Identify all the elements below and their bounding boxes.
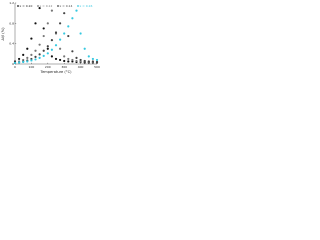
data-point	[13, 61, 17, 65]
data-point	[87, 55, 90, 58]
data-point	[46, 47, 49, 50]
x-tick-label: 200	[45, 65, 51, 69]
x-tick-label: 100	[29, 65, 35, 69]
data-point	[50, 39, 54, 42]
data-point	[30, 57, 33, 61]
data-point	[67, 57, 70, 61]
data-point	[22, 60, 25, 64]
x-axis-label: Temperature (°C)	[39, 70, 72, 74]
legend-label: x = 0.12	[40, 4, 53, 8]
data-point	[71, 60, 74, 63]
data-point	[95, 58, 99, 62]
data-point	[50, 48, 54, 51]
data-point	[38, 56, 41, 60]
data-point	[26, 47, 29, 50]
legend-marker	[17, 5, 19, 7]
data-point	[59, 38, 62, 41]
data-point	[63, 12, 66, 15]
data-point	[34, 49, 37, 52]
x-tick-label: 300	[61, 65, 67, 69]
data-point	[54, 44, 58, 47]
page: {"chart_data": {"type": "line", "x_label…	[0, 0, 100, 76]
data-point	[67, 60, 70, 63]
data-point	[79, 58, 82, 62]
data-point	[34, 22, 37, 25]
data-point	[63, 55, 66, 58]
data-point	[22, 53, 25, 56]
data-point	[71, 50, 74, 53]
data-point	[46, 22, 49, 25]
data-point	[42, 27, 45, 30]
data-point	[26, 56, 29, 60]
data-point	[46, 52, 49, 55]
legend-marker	[77, 5, 79, 7]
data-point	[38, 43, 41, 46]
x-tick-label: 400	[78, 65, 84, 69]
data-point	[87, 60, 90, 63]
data-point	[26, 60, 29, 63]
data-point	[83, 59, 86, 63]
data-point	[75, 59, 78, 63]
data-point	[71, 58, 74, 62]
data-point	[34, 58, 37, 61]
data-point	[63, 32, 66, 35]
data-point	[59, 22, 62, 25]
legend-label: x = 0.10	[20, 4, 33, 8]
legend-marker	[57, 5, 59, 7]
x-tick-label: 0	[14, 65, 16, 69]
legend-label: x = 0.14	[60, 4, 73, 8]
y-tick-label: 1.2	[9, 1, 14, 5]
data-point	[83, 47, 86, 50]
data-point	[54, 57, 58, 61]
data-point	[30, 59, 33, 62]
data-point	[30, 53, 33, 56]
data-point	[95, 60, 99, 64]
data-point	[18, 57, 21, 61]
data-point	[59, 58, 62, 62]
y-axis-label: Δl/l (%)	[1, 27, 5, 41]
data-point	[79, 32, 82, 35]
data-point	[42, 49, 45, 52]
data-point	[54, 31, 58, 34]
y-tick-label: 0.4	[9, 42, 14, 46]
legend-marker	[37, 5, 39, 7]
data-point	[34, 55, 37, 58]
data-point	[30, 37, 33, 40]
data-point	[22, 58, 25, 62]
data-point	[63, 59, 66, 63]
data-point	[38, 6, 41, 10]
data-point	[59, 47, 62, 50]
y-tick-label: 0.8	[9, 21, 14, 25]
x-tick-label: 500	[94, 65, 100, 69]
data-point	[91, 57, 94, 61]
data-point	[75, 9, 78, 12]
data-point	[67, 25, 70, 28]
data-point	[42, 54, 45, 57]
data-point	[75, 56, 78, 60]
data-point	[67, 34, 70, 38]
chart: Temperature (°C) Δl/l (%) 0 100 200 300 400 5…	[1, 1, 100, 74]
data-point	[91, 60, 94, 63]
data-point	[42, 34, 45, 38]
data-point	[46, 45, 49, 48]
data-point	[79, 60, 82, 63]
legend-label: x = 0.16	[80, 4, 93, 8]
data-point	[71, 17, 74, 20]
y-tick-label: 0	[12, 62, 14, 66]
data-point	[50, 9, 54, 12]
data-point	[18, 61, 21, 64]
data-point	[38, 53, 41, 56]
data-point	[50, 55, 54, 58]
